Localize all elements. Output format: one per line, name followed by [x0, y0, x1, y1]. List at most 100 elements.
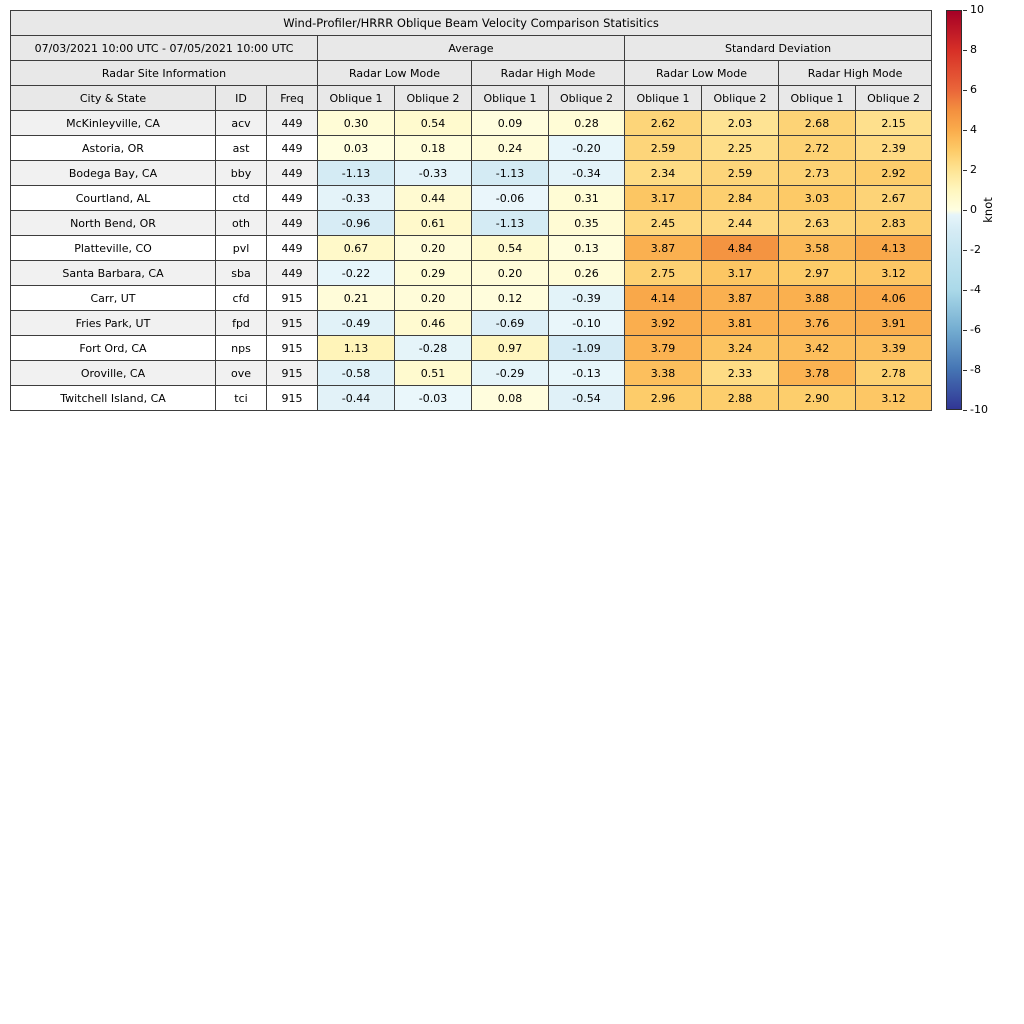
colorbar-tick-mark [963, 249, 967, 251]
cell-value: 0.18 [394, 135, 472, 161]
cell-value: 2.84 [701, 185, 779, 211]
date-range: 07/03/2021 10:00 UTC - 07/05/2021 10:00 … [10, 35, 318, 61]
cell-value: -0.34 [548, 160, 625, 186]
cell-freq: 915 [266, 360, 318, 386]
mode-header-std-low: Radar Low Mode [624, 60, 779, 86]
cell-value: -0.20 [548, 135, 625, 161]
col-header-oblique2: Oblique 2 [548, 85, 625, 111]
cell-site-id: fpd [215, 310, 267, 336]
colorbar-tick-label: 0 [970, 203, 977, 216]
cell-value: 2.59 [624, 135, 702, 161]
cell-city-state: Platteville, CO [10, 235, 216, 261]
cell-site-id: tci [215, 385, 267, 411]
cell-site-id: bby [215, 160, 267, 186]
colorbar-tick-label: -6 [970, 323, 981, 336]
group-header-standard-deviation: Standard Deviation [623, 35, 933, 61]
cell-value: 0.46 [394, 310, 472, 336]
cell-freq: 449 [266, 235, 318, 261]
colorbar-tick-label: -8 [970, 363, 981, 376]
cell-value: 0.44 [394, 185, 472, 211]
col-header-id: ID [215, 85, 267, 111]
cell-freq: 449 [266, 260, 318, 286]
cell-value: 3.81 [701, 310, 779, 336]
cell-value: 2.59 [701, 160, 779, 186]
cell-value: 3.88 [778, 285, 856, 311]
cell-value: 3.03 [778, 185, 856, 211]
cell-value: 0.30 [317, 110, 395, 136]
cell-value: 3.24 [701, 335, 779, 361]
cell-value: 2.45 [624, 210, 702, 236]
table-row: Carr, UT cfd 915 0.21 0.20 0.12 -0.39 4.14 3.87 3… [10, 285, 933, 311]
col-header-oblique2: Oblique 2 [854, 85, 933, 111]
cell-value: 2.96 [624, 385, 702, 411]
cell-value: 2.44 [701, 210, 779, 236]
cell-value: 2.90 [778, 385, 856, 411]
site-info-header: Radar Site Information [10, 60, 318, 86]
cell-value: 2.75 [624, 260, 702, 286]
table-row: Fort Ord, CA nps 915 1.13 -0.28 0.97 -1.09 3.79… [10, 335, 933, 361]
cell-freq: 915 [266, 310, 318, 336]
cell-value: 3.79 [624, 335, 702, 361]
cell-value: 2.62 [624, 110, 702, 136]
colorbar-tick-label: 2 [970, 163, 977, 176]
cell-value: 2.15 [854, 110, 933, 136]
cell-value: 0.03 [317, 135, 395, 161]
cell-city-state: Bodega Bay, CA [10, 160, 216, 186]
colorbar-tick-mark [963, 409, 967, 411]
statistics-table: Wind-Profiler/HRRR Oblique Beam Velocity… [9, 10, 933, 411]
cell-value: 0.54 [394, 110, 472, 136]
cell-value: 0.51 [394, 360, 472, 386]
colorbar-tick-mark [963, 89, 967, 91]
cell-value: 0.20 [471, 260, 549, 286]
cell-value: -0.33 [394, 160, 472, 186]
colorbar-tick-label: 4 [970, 123, 977, 136]
col-header-freq: Freq [266, 85, 318, 111]
cell-city-state: McKinleyville, CA [10, 110, 216, 136]
cell-value: 3.87 [624, 235, 702, 261]
cell-value: -0.58 [317, 360, 395, 386]
cell-site-id: cfd [215, 285, 267, 311]
col-header-oblique1: Oblique 1 [317, 85, 395, 111]
cell-value: 2.25 [701, 135, 779, 161]
cell-value: 2.39 [854, 135, 933, 161]
cell-value: 2.88 [701, 385, 779, 411]
cell-freq: 449 [266, 185, 318, 211]
table-row: Bodega Bay, CA bby 449 -1.13 -0.33 -1.13 -0.34… [10, 160, 933, 186]
cell-value: 3.87 [701, 285, 779, 311]
cell-value: 4.14 [624, 285, 702, 311]
table-row: Platteville, CO pvl 449 0.67 0.20 0.54 0.13 3.8… [10, 235, 933, 261]
cell-value: -1.13 [317, 160, 395, 186]
cell-city-state: North Bend, OR [10, 210, 216, 236]
cell-city-state: Fort Ord, CA [10, 335, 216, 361]
cell-value: 3.92 [624, 310, 702, 336]
colorbar-tick-mark [963, 289, 967, 291]
mode-header-avg-low: Radar Low Mode [317, 60, 472, 86]
colorbar-tick-mark [963, 9, 967, 11]
cell-value: 3.38 [624, 360, 702, 386]
cell-value: -0.33 [317, 185, 395, 211]
cell-value: -0.03 [394, 385, 472, 411]
table-row: Twitchell Island, CA tci 915 -0.44 -0.03 0.08… [10, 385, 933, 411]
table-row: McKinleyville, CA acv 449 0.30 0.54 0.09 0.28 2… [10, 110, 933, 136]
cell-value: 0.21 [317, 285, 395, 311]
cell-value: -0.29 [471, 360, 549, 386]
colorbar-tick-mark [963, 369, 967, 371]
cell-value: 0.13 [548, 235, 625, 261]
cell-value: 2.34 [624, 160, 702, 186]
cell-value: 4.13 [854, 235, 933, 261]
cell-value: 0.35 [548, 210, 625, 236]
cell-value: 0.54 [471, 235, 549, 261]
cell-value: 0.61 [394, 210, 472, 236]
cell-value: 0.08 [471, 385, 549, 411]
colorbar-tick-mark [963, 169, 967, 171]
colorbar-tick-label: 8 [970, 43, 977, 56]
cell-city-state: Twitchell Island, CA [10, 385, 216, 411]
cell-value: 3.12 [854, 385, 933, 411]
cell-site-id: pvl [215, 235, 267, 261]
table-row: Santa Barbara, CA sba 449 -0.22 0.29 0.20 0.26… [10, 260, 933, 286]
cell-value: 2.33 [701, 360, 779, 386]
cell-value: -0.44 [317, 385, 395, 411]
col-header-oblique2: Oblique 2 [701, 85, 779, 111]
cell-value: 0.12 [471, 285, 549, 311]
